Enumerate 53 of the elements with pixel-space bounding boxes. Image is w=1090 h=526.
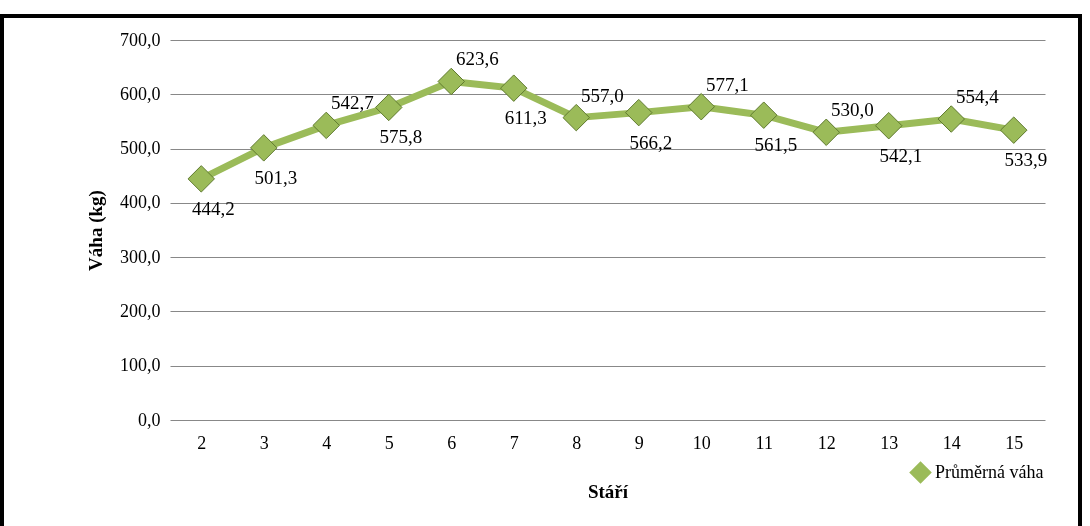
point <box>187 165 215 193</box>
point <box>312 111 340 140</box>
y-axis-title: Váha (kg) <box>85 190 107 271</box>
point <box>937 105 965 133</box>
x-tick-label: 7 <box>509 432 519 453</box>
x-tick-label: 12 <box>817 432 836 453</box>
x-axis-title: Stáří <box>587 480 629 502</box>
x-tick-label: 2 <box>197 432 207 453</box>
point <box>375 93 403 122</box>
data-label: 577,1 <box>705 73 749 95</box>
data-label: 575,8 <box>379 126 423 148</box>
y-tick-label: 300,0 <box>120 246 161 267</box>
data-label: 501,3 <box>254 166 298 188</box>
x-tick-label: 5 <box>384 432 394 453</box>
y-tick-label: 400,0 <box>120 192 161 213</box>
x-tick-label: 11 <box>755 432 773 453</box>
point <box>250 134 278 162</box>
data-label: 444,2 <box>191 197 235 219</box>
data-label: 554,4 <box>955 86 1000 108</box>
x-tick-label: 6 <box>447 432 457 453</box>
data-label: 557,0 <box>580 84 624 106</box>
point <box>625 98 653 127</box>
y-tick-label: 100,0 <box>120 355 161 376</box>
x-tick-label: 9 <box>634 432 644 453</box>
data-label: 533,9 <box>1004 149 1048 171</box>
data-label: 542,1 <box>879 144 923 166</box>
point <box>500 74 528 102</box>
data-label: 611,3 <box>504 107 547 129</box>
point <box>875 111 903 140</box>
point <box>812 118 840 147</box>
x-tick-label: 3 <box>259 432 269 453</box>
data-label: 566,2 <box>629 131 673 153</box>
x-tick-label: 4 <box>322 432 332 453</box>
data-label: 530,0 <box>830 99 874 121</box>
x-tick-label: 15 <box>1005 432 1024 453</box>
y-tick-label: 200,0 <box>120 300 161 321</box>
data-label: 561,5 <box>754 134 798 156</box>
data-label: 542,7 <box>330 92 374 114</box>
point <box>1000 116 1028 144</box>
legend-label: Průměrná váha <box>935 461 1044 482</box>
y-tick-label: 500,0 <box>120 138 161 159</box>
x-tick-label: 10 <box>692 432 711 453</box>
point <box>750 101 778 129</box>
point <box>437 67 465 96</box>
x-tick-label: 8 <box>572 432 582 453</box>
y-tick-label: 700,0 <box>120 29 161 50</box>
point <box>562 103 590 132</box>
y-tick-label: 0,0 <box>138 409 161 430</box>
data-label: 623,6 <box>455 48 499 70</box>
x-tick-label: 14 <box>942 432 961 453</box>
point <box>687 92 715 121</box>
y-tick-label: 600,0 <box>120 83 161 104</box>
x-tick-label: 13 <box>880 432 899 453</box>
